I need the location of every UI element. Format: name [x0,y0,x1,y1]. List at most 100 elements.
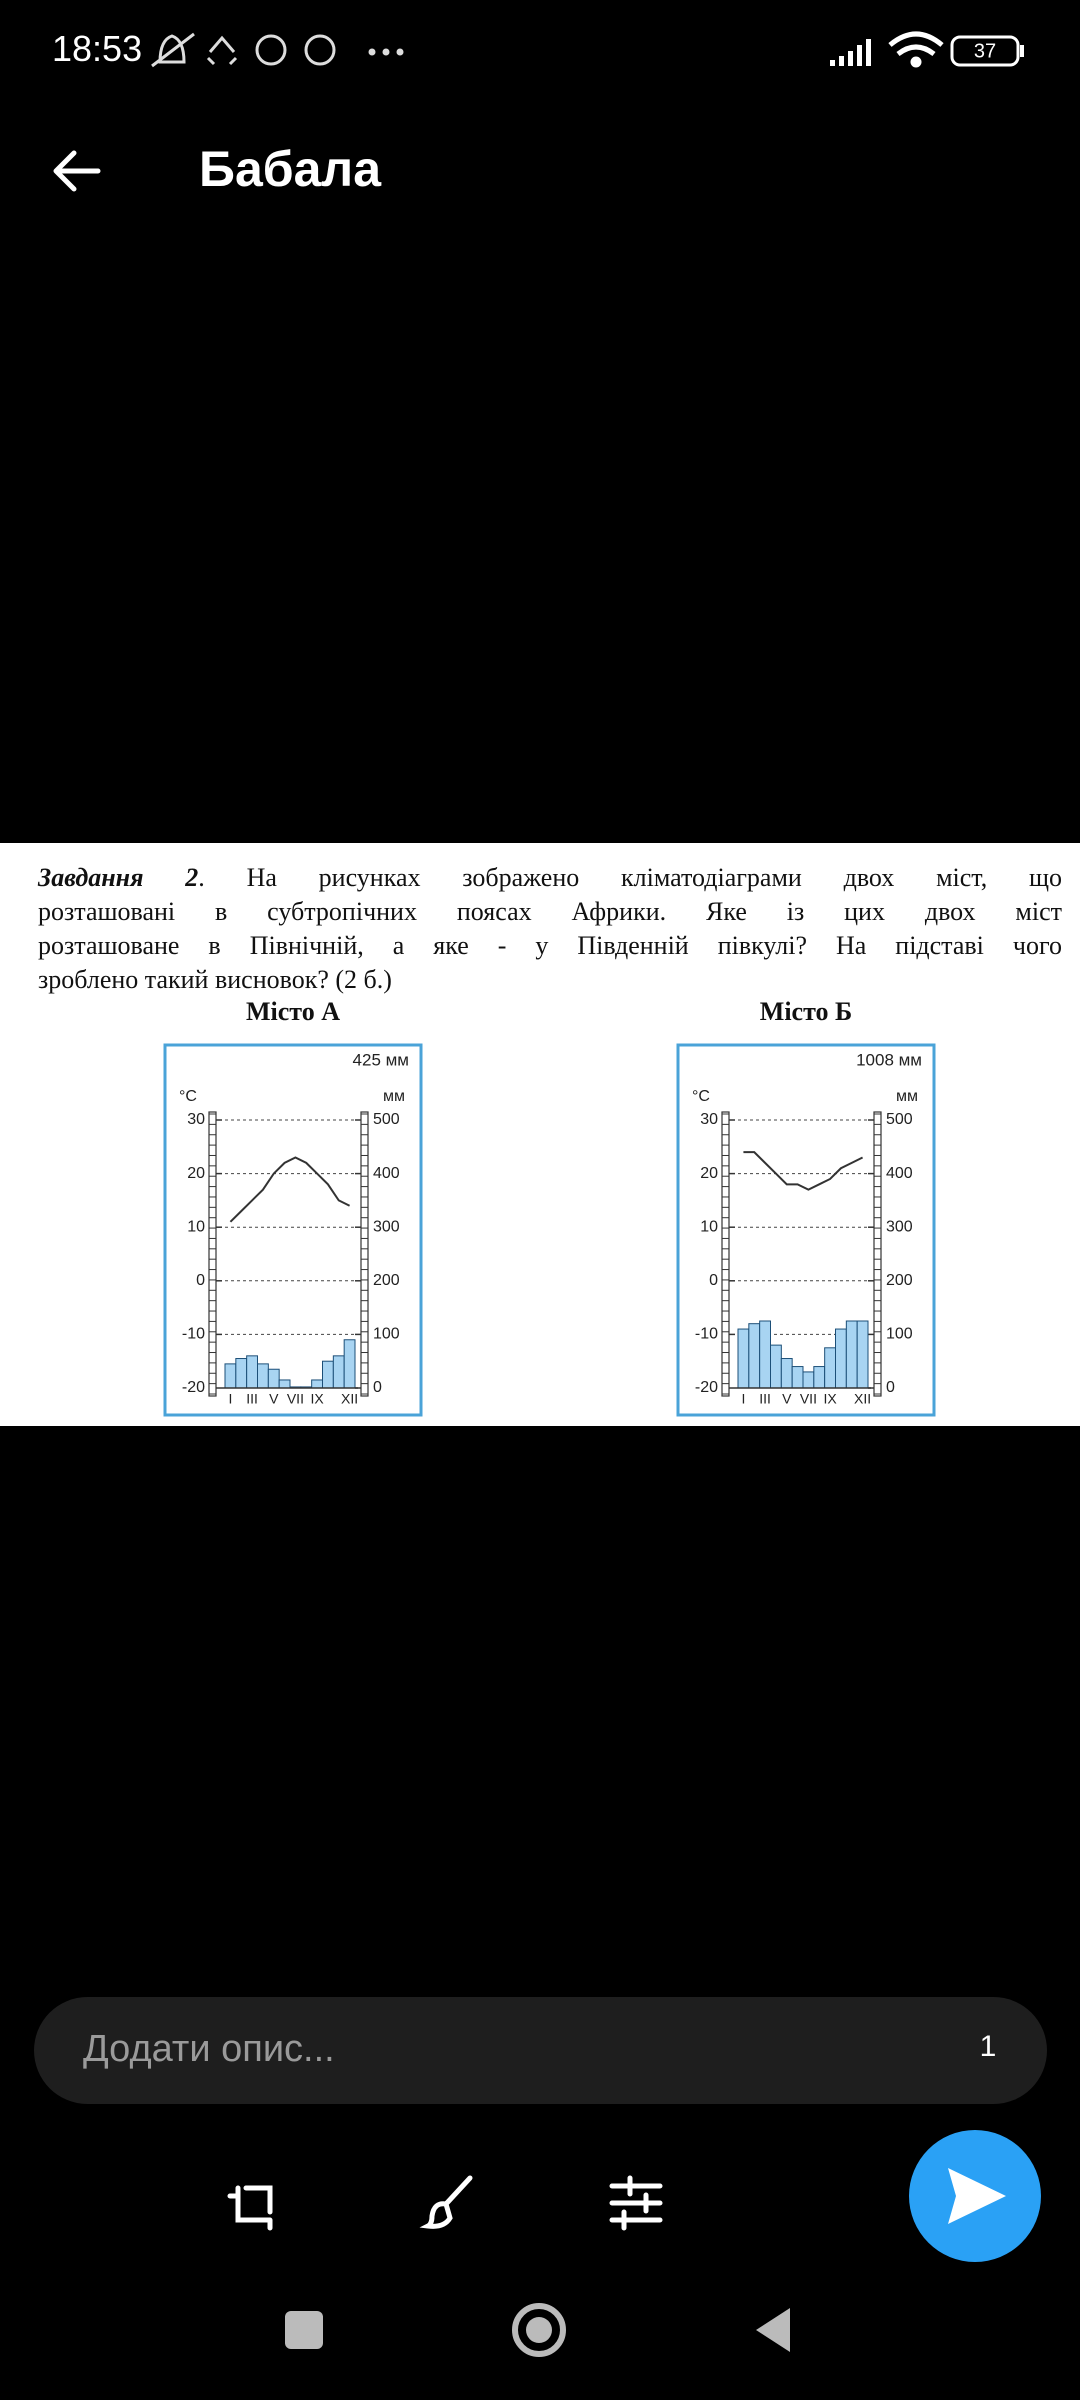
y2-tick-label: 500 [373,1111,400,1128]
precipitation-bar [737,1328,750,1389]
y2-tick-label: 400 [373,1165,400,1182]
battery-level: 37 [974,40,996,62]
precipitation-bar [813,1366,826,1389]
text-line: Завдання 2. На рисунках зображено клімат… [38,861,1062,895]
caption-placeholder: Додати опис... [83,2028,335,2070]
precipitation-bar [322,1360,334,1389]
y2-tick-label: 200 [886,1272,913,1289]
y-axis-label: °C [692,1088,710,1105]
precipitation-bar [257,1363,269,1389]
chat-title: Бабала [199,141,382,197]
precipitation-bar [845,1320,858,1389]
precipitation-bar [278,1379,291,1389]
back-button[interactable] [53,150,101,192]
scale-ladder [208,1111,217,1397]
y-tick-label: 10 [187,1218,205,1235]
y-tick-label: -10 [182,1326,205,1343]
y-tick-label: 30 [187,1111,205,1128]
y2-tick-label: 300 [886,1218,913,1235]
nav-home-dot [526,2317,552,2343]
y2-tick-label: 0 [373,1379,382,1396]
y-tick-label: 30 [700,1111,718,1128]
y2-tick-label: 100 [373,1326,400,1343]
adjust-button[interactable] [609,2175,663,2231]
precipitation-bar [770,1344,782,1389]
y2-tick-label: 200 [373,1272,400,1289]
text-line-part: . На рисунках зображено кліматодіаграми … [198,863,1062,892]
task-label: Завдання 2 [38,863,199,892]
y2-tick-label: 0 [886,1379,895,1396]
chart-frame [676,1043,936,1417]
precipitation-bar [224,1363,237,1389]
precipitation-bar [802,1371,815,1389]
y2-tick-label: 100 [886,1326,913,1343]
signal-icon [830,39,871,66]
precipitation-bar [332,1355,345,1389]
y-tick-label: 10 [700,1218,718,1235]
precipitation-bar [780,1358,793,1389]
scale-ladder [721,1111,730,1397]
y2-tick-label: 400 [886,1165,913,1182]
battery-icon [950,35,1020,67]
chart-frame [163,1043,423,1417]
y-tick-label: -10 [695,1326,718,1343]
task-text: Завдання 2. На рисунках зображено клімат… [38,861,1062,997]
draw-button[interactable] [419,2175,473,2229]
x-tick-label: III [246,1391,258,1407]
chart-title: Місто Б [760,997,852,1026]
precipitation-bar [343,1339,356,1389]
battery-tip [1020,45,1024,57]
y-tick-label: -20 [182,1379,205,1396]
nav-home[interactable] [512,2303,566,2357]
precipitation-bar [856,1320,869,1389]
text-line: зроблено такий висновок? (2 б.) [38,965,392,994]
send-icon [948,2168,1006,2224]
x-tick-label: XII [854,1391,871,1407]
x-tick-label: VII [287,1391,304,1407]
precipitation-bar [267,1368,280,1389]
text-line: розташоване в Північній, а яке - у Півде… [38,931,1062,960]
x-tick-label: VII [800,1391,817,1407]
x-tick-label: IX [310,1391,324,1407]
precipitation-bar [311,1379,323,1389]
status-time: 18:53 [52,28,143,69]
battery-text: 37 [974,40,996,62]
nav-recents[interactable] [285,2311,323,2349]
precipitation-bar [759,1320,772,1389]
y2-axis-label: мм [383,1088,405,1105]
y-axis-label: °C [179,1088,197,1105]
x-tick-label: III [759,1391,771,1407]
precipitation-bar [246,1355,259,1389]
precipitation-bar [791,1366,804,1389]
y2-tick-label: 300 [373,1218,400,1235]
precipitation-bar [748,1323,761,1389]
precipitation-bar [824,1347,837,1389]
precipitation-total: 425 мм [353,1050,409,1069]
y-tick-label: 0 [196,1272,205,1289]
y-tick-label: 0 [709,1272,718,1289]
photo-counter[interactable]: 1 [979,2030,997,2063]
nav-back[interactable] [756,2308,790,2352]
x-tick-label: I [228,1391,232,1407]
caption-input[interactable] [34,1997,1047,2104]
more-dots [368,48,404,56]
crop-rotate-button[interactable] [227,2185,273,2231]
precipitation-bar [235,1358,248,1389]
temperature-line [229,1156,351,1223]
x-tick-label: XII [341,1391,358,1407]
x-tick-label: V [782,1391,792,1407]
text-line: розташовані в субтропічних поясах Африки… [38,897,1062,926]
chart-title: Місто А [246,997,340,1026]
y-tick-label: 20 [700,1165,718,1182]
precipitation-bar [835,1328,847,1389]
wifi-icon [888,31,944,68]
x-tick-label: V [269,1391,279,1407]
y-tick-label: -20 [695,1379,718,1396]
notification-icons [151,32,336,68]
temperature-line [743,1151,864,1191]
precipitation-total: 1008 мм [856,1050,922,1069]
y-tick-label: 20 [187,1165,205,1182]
